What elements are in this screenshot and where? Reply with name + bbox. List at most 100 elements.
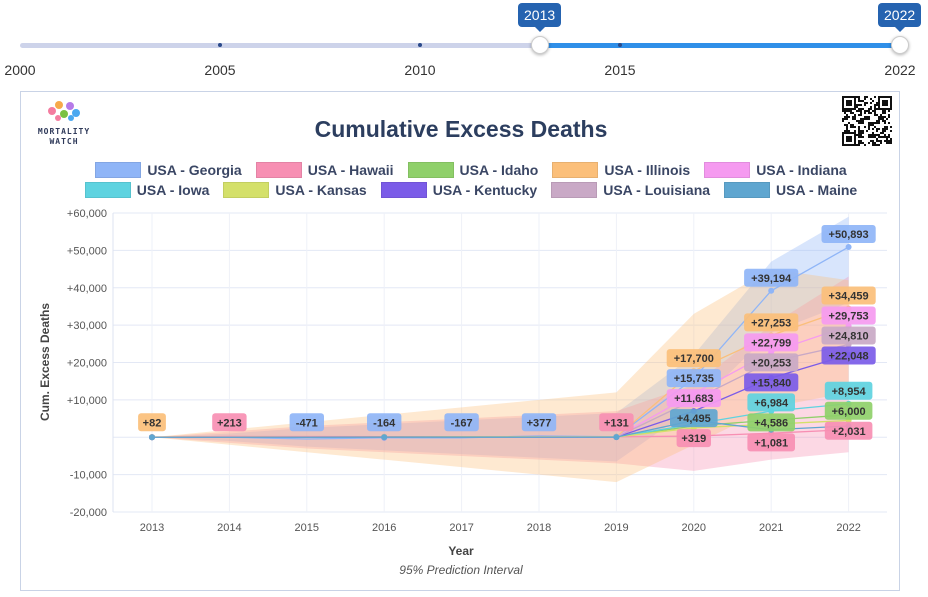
slider-start-handle[interactable]	[531, 36, 549, 54]
legend-label: USA - Illinois	[604, 162, 691, 178]
legend-swatch	[84, 182, 131, 198]
data-label: +4,586	[754, 417, 788, 429]
x-tick-label: 2017	[449, 522, 473, 534]
data-label: +50,893	[829, 229, 869, 241]
legend-label: USA - Idaho	[459, 162, 539, 178]
data-label: +1,081	[754, 437, 788, 449]
chart-subtitle: 95% Prediction Interval	[399, 563, 523, 577]
slider-tick	[218, 43, 222, 47]
x-tick-label: 2022	[836, 522, 860, 534]
data-label-box	[599, 413, 634, 432]
legend-item[interactable]: USA - Idaho	[407, 162, 539, 178]
y-tick-label: -20,000	[70, 507, 107, 519]
slider-label: 2010	[404, 62, 436, 78]
data-label: +2,031	[832, 426, 866, 438]
data-label: +20,253	[751, 357, 791, 369]
legend-item[interactable]: USA - Louisiana	[551, 182, 710, 198]
logo-icon	[48, 101, 80, 121]
legend-swatch	[407, 162, 454, 178]
slider-track[interactable]	[20, 43, 900, 48]
x-tick-label: 2013	[140, 522, 164, 534]
data-label-box	[289, 413, 324, 432]
data-label-box	[824, 421, 873, 440]
legend-swatch	[704, 162, 751, 178]
data-label-box	[821, 225, 876, 244]
data-label-box	[747, 433, 795, 452]
legend-swatch	[551, 182, 598, 198]
data-label: +319	[681, 433, 706, 445]
data-point[interactable]	[845, 244, 852, 251]
data-label: +17,700	[674, 353, 714, 365]
data-label-box	[747, 413, 795, 432]
data-label: +29,753	[829, 310, 869, 322]
slider-end-handle[interactable]	[891, 36, 909, 54]
legend-item[interactable]: USA - Kansas	[223, 182, 367, 198]
legend-swatch	[223, 182, 270, 198]
legend-item[interactable]: USA - Maine	[724, 182, 857, 198]
slider-selected-range	[540, 43, 900, 48]
data-point[interactable]	[768, 287, 775, 294]
legend-swatch	[724, 182, 771, 198]
data-label-box	[521, 413, 557, 432]
data-label-box	[747, 393, 795, 412]
legend-item[interactable]: USA - Hawaii	[255, 162, 394, 178]
data-label: +22,048	[829, 350, 869, 362]
data-label: +39,194	[751, 273, 792, 285]
data-point[interactable]	[381, 434, 388, 441]
legend-item[interactable]: USA - Indiana	[704, 162, 847, 178]
data-label-box	[444, 413, 479, 432]
y-tick-label: +20,000	[67, 358, 107, 370]
data-label-box	[824, 401, 873, 420]
data-label-box	[367, 413, 402, 432]
year-range-slider[interactable]: 2013 2022 2000 2005 2010 2015 2022	[0, 0, 928, 90]
logo-text: MORTALITY	[37, 127, 91, 136]
data-label: +11,683	[674, 393, 713, 405]
data-label: -471	[296, 417, 318, 429]
data-point[interactable]	[613, 434, 620, 441]
chart-title: Cumulative Excess Deaths	[314, 116, 608, 142]
x-tick-label: 2019	[604, 522, 628, 534]
legend-label: USA - Iowa	[136, 182, 210, 198]
logo-text: WATCH	[49, 137, 79, 146]
data-label: +22,799	[751, 337, 791, 349]
legend-item[interactable]: USA - Iowa	[84, 182, 210, 198]
data-label-box	[666, 369, 721, 388]
data-label-box	[670, 409, 718, 428]
y-tick-label: +60,000	[67, 208, 107, 220]
data-label-box	[824, 381, 873, 400]
data-label-box	[744, 353, 799, 372]
data-label: +6,984	[754, 397, 789, 409]
legend-item[interactable]: USA - Kentucky	[380, 182, 538, 198]
y-tick-label: +50,000	[67, 245, 107, 257]
data-label: +82	[143, 417, 162, 429]
data-label: -167	[451, 417, 473, 429]
legend-swatch	[380, 182, 427, 198]
legend-swatch	[255, 162, 302, 178]
legend-label: USA - Kansas	[275, 182, 367, 198]
slider-tick	[618, 43, 622, 47]
y-tick-label: -10,000	[70, 470, 107, 482]
slider-label: 2015	[604, 62, 636, 78]
data-label: +27,253	[751, 317, 791, 329]
qr-code[interactable]	[841, 94, 893, 148]
legend-label: USA - Georgia	[147, 162, 242, 178]
data-label-box	[821, 286, 876, 305]
data-label-box	[744, 333, 799, 352]
chart-plot: -20,000 -10,000 +10,000 +20,000 +30,000 +40,0…	[38, 208, 887, 577]
data-label-box	[744, 268, 799, 287]
data-label: +131	[604, 417, 629, 429]
data-label: +213	[217, 417, 242, 429]
data-label: +377	[527, 417, 552, 429]
x-tick-label: 2016	[372, 522, 396, 534]
slider-start-value: 2013	[518, 3, 562, 32]
data-label-box	[666, 389, 721, 408]
data-label: +4,495	[677, 413, 711, 425]
data-point[interactable]	[149, 434, 155, 441]
legend-item[interactable]: USA - Georgia	[95, 162, 242, 178]
y-tick-label: +10,000	[67, 395, 107, 407]
data-label: +8,954	[832, 386, 867, 398]
legend-item[interactable]: USA - Illinois	[552, 162, 690, 178]
chart-card: -20,000 -10,000 +10,000 +20,000 +30,000 +40,0…	[20, 91, 900, 591]
legend-label: USA - Kentucky	[432, 182, 538, 198]
data-label: +34,459	[829, 290, 869, 302]
